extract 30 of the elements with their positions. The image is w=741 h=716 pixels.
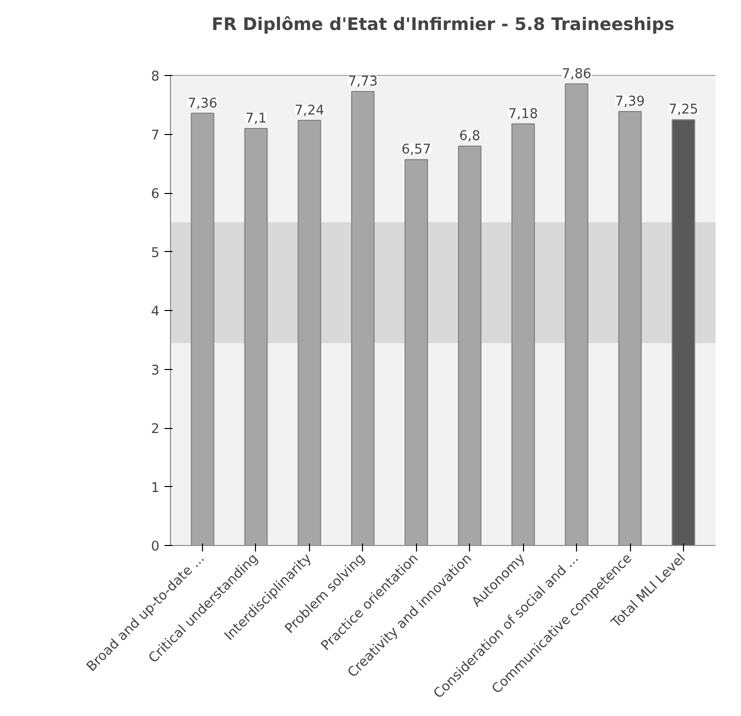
data-label: 7,36 [188,96,218,112]
data-label: 6,8 [459,129,480,144]
bar [672,119,696,546]
bar [511,123,535,546]
bar [564,83,588,546]
bar [618,111,642,546]
data-label: 7,39 [615,94,645,110]
y-tick-label: 3 [151,363,160,378]
y-tick-label: 7 [151,128,160,144]
bar [190,112,214,546]
bar [298,120,322,546]
bar [351,91,375,546]
y-tick-label: 0 [151,540,160,554]
y-tick-label: 1 [151,480,160,496]
bar [244,128,268,546]
bar [404,159,428,546]
data-label: 7,1 [245,112,267,127]
y-tick-label: 4 [151,304,160,320]
data-label: 7,24 [294,103,324,118]
y-tick-label: 2 [151,422,160,438]
data-label: 6,57 [401,142,432,158]
y-tick-label: 5 [151,246,160,261]
data-label: 7,18 [508,106,538,122]
y-tick-label: 6 [151,187,160,202]
data-label: 7,73 [348,74,378,90]
chart-title: FR Diplôme d'Etat d'Infirmier - 5.8 Traineeships [212,15,674,35]
y-tick-label: 8 [151,70,160,85]
data-label: 7,25 [668,102,698,118]
data-label: 7,86 [562,66,592,82]
bar [458,146,482,546]
